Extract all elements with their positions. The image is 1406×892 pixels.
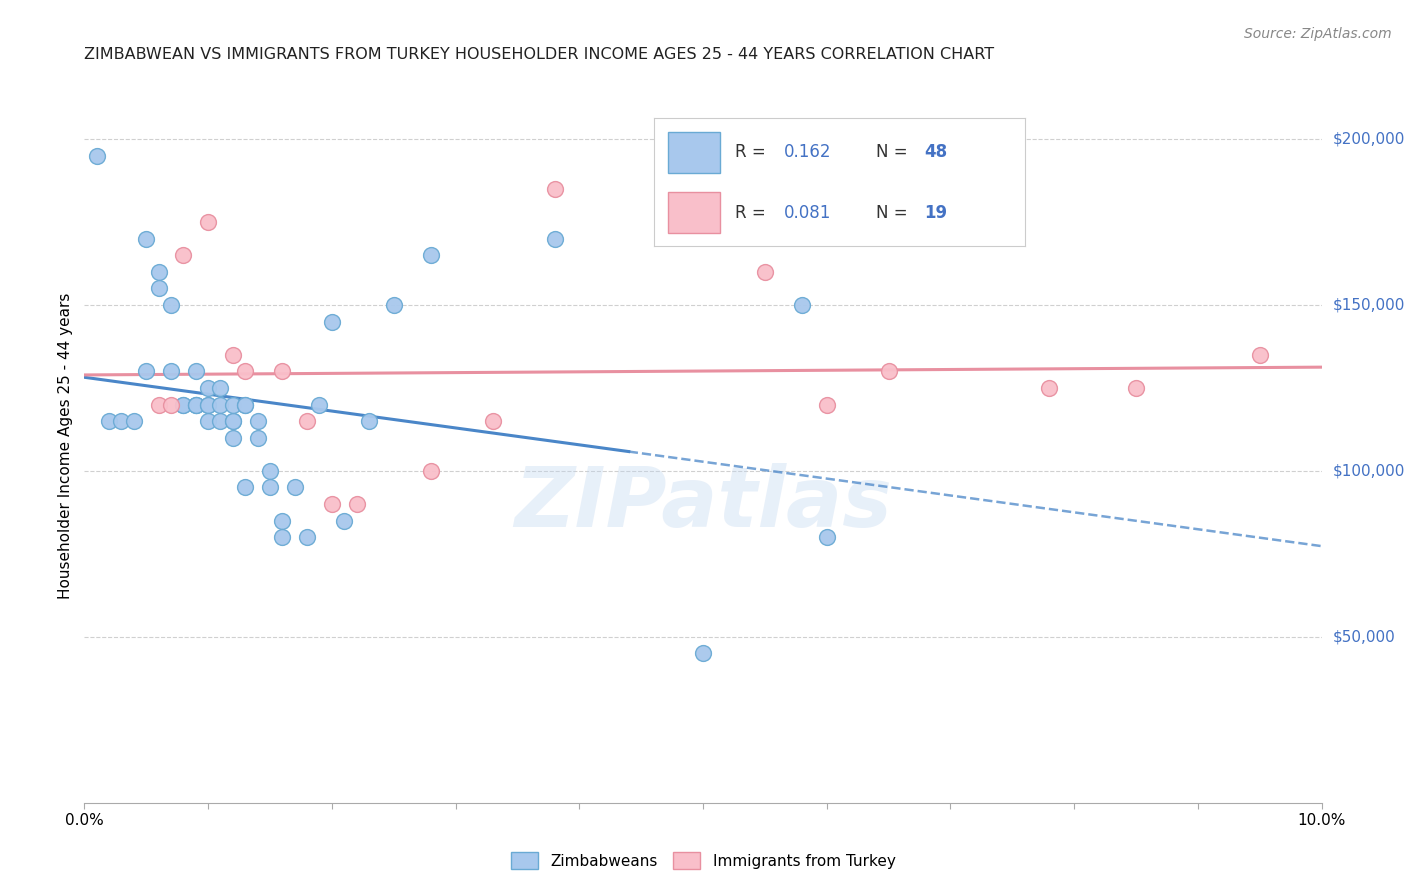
Point bbox=[357, 414, 380, 428]
Point bbox=[1125, 381, 1147, 395]
Point bbox=[271, 364, 294, 378]
Point bbox=[754, 265, 776, 279]
Point bbox=[271, 530, 294, 544]
Point bbox=[295, 414, 318, 428]
Point bbox=[135, 364, 157, 378]
Text: R =: R = bbox=[735, 144, 770, 161]
Point bbox=[222, 414, 245, 428]
Point bbox=[1249, 348, 1271, 362]
Point bbox=[543, 231, 565, 245]
Point bbox=[233, 397, 256, 411]
Point bbox=[135, 231, 157, 245]
Text: 0.162: 0.162 bbox=[783, 144, 831, 161]
Point bbox=[148, 265, 170, 279]
Point bbox=[172, 248, 194, 262]
Point bbox=[333, 514, 356, 528]
Text: 48: 48 bbox=[925, 144, 948, 161]
Point bbox=[148, 281, 170, 295]
Point bbox=[197, 414, 219, 428]
Point bbox=[222, 431, 245, 445]
Text: $50,000: $50,000 bbox=[1333, 630, 1396, 644]
Point bbox=[197, 397, 219, 411]
Y-axis label: Householder Income Ages 25 - 44 years: Householder Income Ages 25 - 44 years bbox=[58, 293, 73, 599]
Point bbox=[382, 298, 405, 312]
Text: ZIPatlas: ZIPatlas bbox=[515, 463, 891, 543]
Text: N =: N = bbox=[876, 203, 912, 222]
Point bbox=[790, 298, 813, 312]
Point bbox=[246, 414, 269, 428]
Point bbox=[86, 148, 108, 162]
Point bbox=[172, 397, 194, 411]
Point bbox=[321, 497, 343, 511]
Point bbox=[160, 298, 183, 312]
Point bbox=[321, 314, 343, 328]
Point bbox=[295, 530, 318, 544]
Point bbox=[160, 397, 183, 411]
Point bbox=[877, 364, 900, 378]
Text: N =: N = bbox=[876, 144, 912, 161]
Text: Source: ZipAtlas.com: Source: ZipAtlas.com bbox=[1244, 27, 1392, 41]
Point bbox=[543, 182, 565, 196]
Text: $100,000: $100,000 bbox=[1333, 463, 1405, 478]
Point bbox=[233, 481, 256, 495]
Point bbox=[815, 530, 838, 544]
Point bbox=[308, 397, 330, 411]
Point bbox=[222, 414, 245, 428]
Point bbox=[346, 497, 368, 511]
Point bbox=[222, 348, 245, 362]
Point bbox=[172, 397, 194, 411]
Point bbox=[259, 464, 281, 478]
Legend: Zimbabweans, Immigrants from Turkey: Zimbabweans, Immigrants from Turkey bbox=[505, 846, 901, 875]
Point bbox=[284, 481, 307, 495]
Point bbox=[197, 381, 219, 395]
Point bbox=[209, 381, 232, 395]
Point bbox=[209, 414, 232, 428]
FancyBboxPatch shape bbox=[668, 193, 720, 234]
Point bbox=[160, 364, 183, 378]
Point bbox=[197, 397, 219, 411]
Point bbox=[197, 215, 219, 229]
Point bbox=[259, 481, 281, 495]
Point bbox=[222, 397, 245, 411]
Point bbox=[184, 397, 207, 411]
Point bbox=[271, 514, 294, 528]
Point bbox=[233, 397, 256, 411]
Point bbox=[1038, 381, 1060, 395]
Point bbox=[419, 248, 441, 262]
Point bbox=[419, 464, 441, 478]
Text: 0.081: 0.081 bbox=[783, 203, 831, 222]
Text: $150,000: $150,000 bbox=[1333, 297, 1405, 312]
Point bbox=[184, 364, 207, 378]
Point bbox=[692, 647, 714, 661]
Point bbox=[184, 397, 207, 411]
Point bbox=[209, 397, 232, 411]
Point bbox=[815, 397, 838, 411]
Point bbox=[233, 364, 256, 378]
Point bbox=[184, 397, 207, 411]
Point bbox=[246, 431, 269, 445]
Point bbox=[98, 414, 121, 428]
Text: $200,000: $200,000 bbox=[1333, 131, 1405, 146]
Point bbox=[481, 414, 503, 428]
Text: 19: 19 bbox=[925, 203, 948, 222]
Text: R =: R = bbox=[735, 203, 770, 222]
Point bbox=[122, 414, 145, 428]
Point bbox=[148, 397, 170, 411]
FancyBboxPatch shape bbox=[668, 132, 720, 173]
Text: ZIMBABWEAN VS IMMIGRANTS FROM TURKEY HOUSEHOLDER INCOME AGES 25 - 44 YEARS CORRE: ZIMBABWEAN VS IMMIGRANTS FROM TURKEY HOU… bbox=[84, 47, 994, 62]
Point bbox=[110, 414, 132, 428]
